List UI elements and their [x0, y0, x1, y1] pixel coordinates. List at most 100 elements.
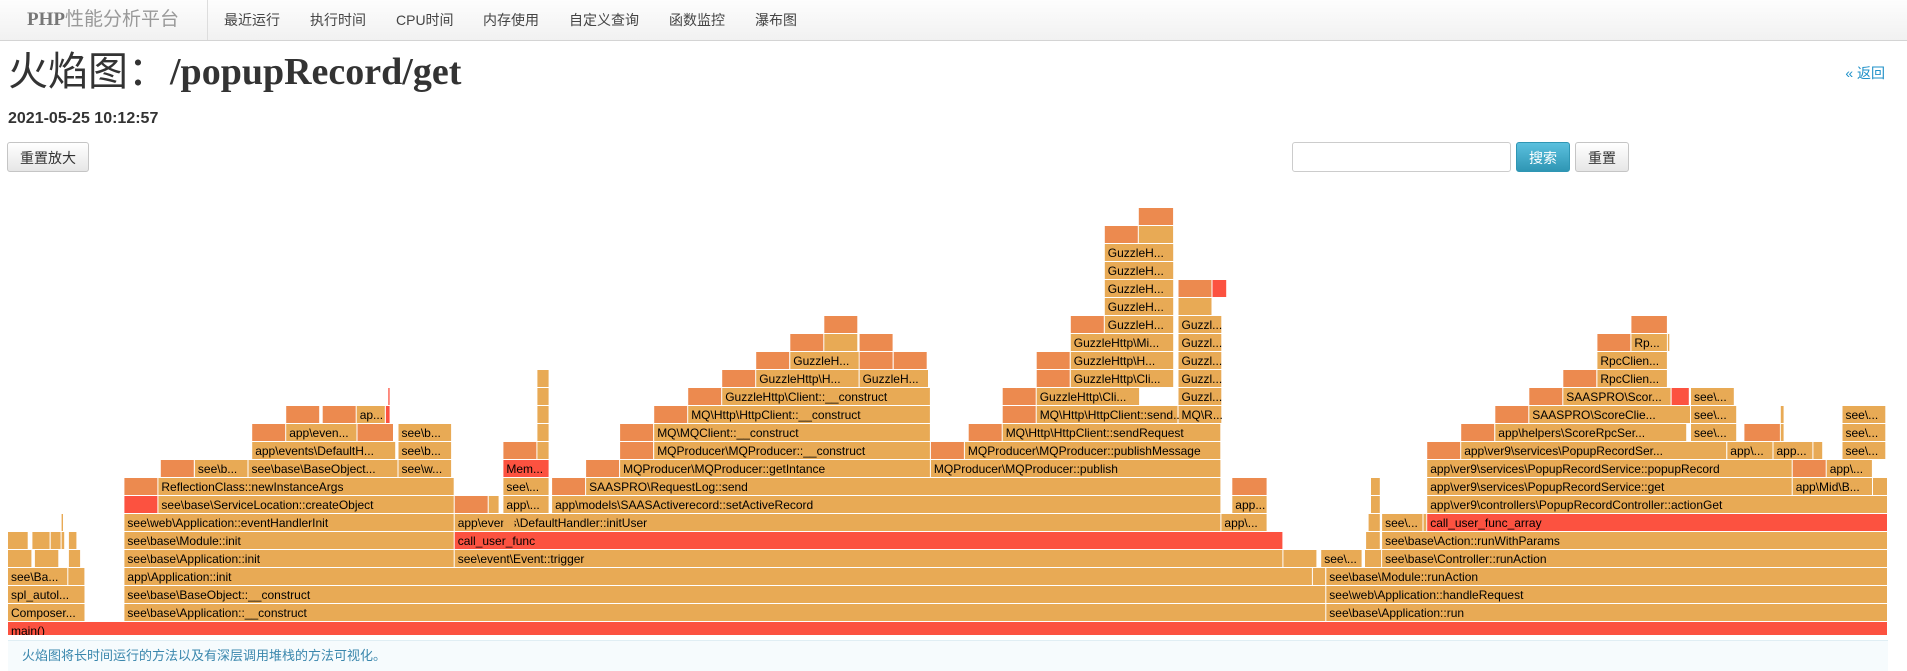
flame-frame-rect[interactable]	[1036, 406, 1178, 423]
flame-frame-rect[interactable]	[252, 424, 286, 441]
flame-frame[interactable]	[790, 334, 824, 351]
flame-frame-rect[interactable]	[1070, 334, 1174, 351]
flame-frame[interactable]: see\...	[1321, 550, 1362, 567]
flame-frame-rect[interactable]	[454, 532, 1283, 549]
flame-frame[interactable]: see\base\BaseObject...	[248, 460, 398, 477]
flame-frame[interactable]: Rp...	[1631, 334, 1667, 351]
flame-frame-rect[interactable]	[1178, 370, 1222, 387]
nav-item-waterfall[interactable]: 瀑布图	[755, 12, 797, 28]
flame-frame-rect[interactable]	[454, 496, 488, 513]
flame-frame[interactable]: SAASPRO\ScoreClie...	[1529, 406, 1690, 423]
flame-frame-rect[interactable]	[968, 424, 1002, 441]
flame-frame-rect[interactable]	[503, 460, 549, 477]
flame-frame[interactable]	[1667, 334, 1670, 351]
flame-frame-rect[interactable]	[1691, 406, 1737, 423]
flame-frame-rect[interactable]	[1667, 334, 1670, 351]
flame-frame-rect[interactable]	[1780, 424, 1784, 441]
back-link[interactable]: « 返回	[1845, 65, 1885, 81]
flame-frame-rect[interactable]	[1563, 388, 1671, 405]
flame-frame-rect[interactable]	[8, 550, 32, 567]
flame-frame-rect[interactable]	[964, 442, 1221, 459]
flame-frame[interactable]: GuzzleH...	[1104, 298, 1174, 315]
flame-frame-rect[interactable]	[1461, 424, 1495, 441]
flame-frame[interactable]	[68, 568, 85, 585]
flame-frame-rect[interactable]	[503, 514, 515, 531]
flame-frame[interactable]: MQ\Http\HttpClient::send...	[1036, 406, 1183, 423]
flame-frame-rect[interactable]	[1727, 442, 1773, 459]
flame-frame-rect[interactable]	[620, 424, 654, 441]
flame-frame-rect[interactable]	[1232, 496, 1267, 513]
flame-frame-rect[interactable]	[194, 460, 248, 477]
flame-frame[interactable]: see\base\Application::__construct	[124, 604, 1326, 621]
flame-frame[interactable]: see\...	[1691, 424, 1737, 441]
flame-frame[interactable]: main()	[8, 622, 1887, 635]
flame-frame-rect[interactable]	[1691, 388, 1734, 405]
flame-frame[interactable]: see\base\Action::runWithParams	[1382, 532, 1887, 549]
flame-frame[interactable]: app\...	[1826, 460, 1872, 477]
flame-frame-rect[interactable]	[1371, 496, 1380, 513]
flame-frame[interactable]	[1780, 406, 1784, 423]
flame-frame-rect[interactable]	[124, 514, 454, 531]
flame-frame-rect[interactable]	[1178, 406, 1222, 423]
flame-frame[interactable]	[68, 550, 81, 567]
flame-frame-rect[interactable]	[1427, 460, 1792, 477]
flame-frame[interactable]	[286, 406, 320, 423]
flame-frame-rect[interactable]	[1563, 370, 1597, 387]
flame-frame-rect[interactable]	[1178, 316, 1222, 333]
flame-frame-rect[interactable]	[1529, 388, 1563, 405]
flame-frame-rect[interactable]	[50, 532, 61, 549]
flame-frame-rect[interactable]	[252, 442, 396, 459]
flame-frame[interactable]	[61, 532, 65, 549]
flame-frame[interactable]	[1371, 496, 1380, 513]
flame-frame-rect[interactable]	[158, 478, 454, 495]
flame-frame[interactable]	[1365, 550, 1382, 567]
flame-frame[interactable]: see\b...	[398, 442, 452, 459]
flame-frame[interactable]: GuzzleH...	[859, 370, 928, 387]
flame-frame[interactable]: see\b...	[194, 460, 248, 477]
flame-frame-rect[interactable]	[824, 334, 858, 351]
flame-frame[interactable]: MQ\R...	[1178, 406, 1223, 423]
flame-frame-rect[interactable]	[1138, 226, 1174, 243]
flame-frame-rect[interactable]	[1495, 424, 1687, 441]
flame-frame[interactable]: Mem...	[503, 460, 549, 477]
flame-frame-rect[interactable]	[1631, 334, 1667, 351]
flame-frame-rect[interactable]	[1427, 442, 1461, 459]
flame-frame-rect[interactable]	[286, 406, 320, 423]
flame-frame[interactable]	[322, 406, 356, 423]
flame-frame-rect[interactable]	[503, 442, 537, 459]
flame-frame-rect[interactable]	[1597, 370, 1667, 387]
flame-frame[interactable]: GuzzleH...	[1104, 280, 1174, 297]
flame-frame[interactable]	[488, 496, 499, 513]
flame-frame[interactable]	[537, 442, 549, 459]
flame-frame[interactable]	[1002, 406, 1036, 423]
flame-frame[interactable]	[1792, 460, 1826, 477]
flame-frame[interactable]: GuzzleHttp\H...	[756, 370, 859, 387]
flame-frame[interactable]: see\...	[1842, 442, 1886, 459]
flame-frame[interactable]	[1427, 442, 1461, 459]
flame-frame[interactable]	[124, 478, 158, 495]
flame-frame-rect[interactable]	[1104, 280, 1174, 297]
flame-frame[interactable]	[1232, 478, 1267, 495]
flame-frame-rect[interactable]	[1461, 442, 1727, 459]
flame-frame[interactable]: see\...	[503, 478, 549, 495]
flame-frame[interactable]: app\even...	[286, 424, 357, 441]
flame-frame-rect[interactable]	[1382, 550, 1887, 567]
search-button[interactable]: 搜索	[1516, 142, 1570, 172]
flame-frame-rect[interactable]	[1002, 406, 1036, 423]
flame-frame-rect[interactable]	[1873, 478, 1887, 495]
flame-frame[interactable]	[1631, 316, 1667, 333]
flame-frame[interactable]	[893, 352, 927, 369]
flame-frame[interactable]	[454, 496, 488, 513]
flame-frame[interactable]: RpcClien...	[1597, 352, 1667, 369]
flame-frame-rect[interactable]	[1104, 316, 1174, 333]
flame-frame[interactable]: app\...	[1727, 442, 1773, 459]
flame-frame[interactable]: GuzzleH...	[790, 352, 859, 369]
flame-frame-rect[interactable]	[248, 460, 398, 477]
flame-frame[interactable]	[160, 460, 194, 477]
flame-frame-rect[interactable]	[124, 604, 1326, 621]
flame-frame-rect[interactable]	[1036, 352, 1070, 369]
flame-frame-rect[interactable]	[503, 496, 549, 513]
flame-frame-rect[interactable]	[1366, 532, 1380, 549]
flame-frame[interactable]	[357, 424, 394, 441]
flame-frame[interactable]: MQ\Http\HttpClient::sendRequest	[1002, 424, 1221, 441]
